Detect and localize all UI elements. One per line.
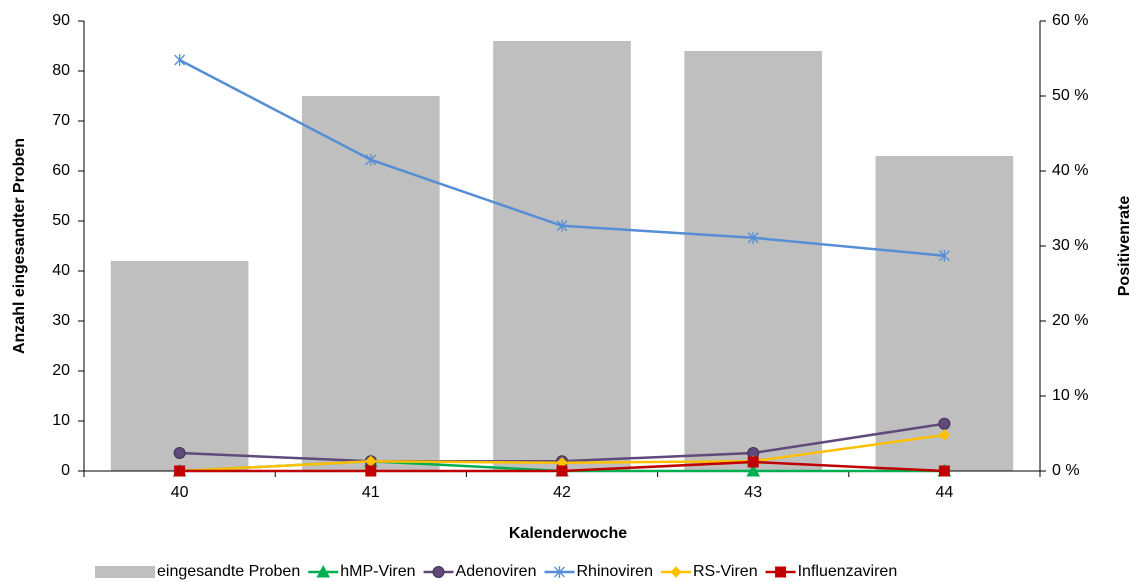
x-tick-label: 41 [362,484,380,501]
marker [556,465,568,477]
y2-tick-label: 0 % [1052,462,1080,479]
bar [301,96,440,471]
marker [173,447,186,459]
y-axis-title: Anzahl eingesandter Proben [11,138,28,354]
marker [174,465,186,477]
legend-item: hMP-Viren [308,563,416,580]
y2-tick-label: 20 % [1052,312,1088,329]
marker [554,566,565,578]
y-tick-label: 20 [52,362,70,379]
marker [938,429,951,441]
x-axis-title: Kalenderwoche [509,525,627,542]
y2-tick-label: 10 % [1052,387,1088,404]
legend-label: Rhinoviren [576,563,652,580]
marker [746,463,761,477]
marker [670,566,682,578]
marker [365,153,377,166]
legend-item: Influenzaviren [765,563,898,580]
y-tick-label: 10 [52,412,70,429]
x-tick-label: 44 [936,484,954,501]
marker [174,54,186,66]
x-tick-label: 40 [171,484,189,501]
legend-label: Adenoviren [456,563,537,580]
y-tick-label: 40 [52,262,70,279]
legend-item: Rhinoviren [544,563,653,580]
marker [747,456,759,468]
legend-item: RS-Viren [660,563,758,580]
y2-tick-label: 50 % [1052,87,1088,104]
y-tick-label: 70 [52,112,70,129]
y-tick-label: 60 [52,162,70,179]
marker [938,465,950,477]
marker [938,249,950,262]
legend-item: eingesandte Proben [95,563,300,580]
y2-axis-title: Positivenrate [1116,196,1133,297]
y-tick-label: 50 [52,212,70,229]
bar [493,41,631,471]
y2-tick-label: 60 % [1052,12,1088,29]
x-tick-label: 43 [744,484,762,501]
marker [432,566,445,578]
marker [938,417,951,430]
legend-label: hMP-Viren [340,563,415,580]
marker [747,231,759,244]
y-tick-label: 30 [52,312,70,329]
legend-item: Adenoviren [423,563,537,580]
marker [556,219,568,232]
marker [775,566,787,578]
x-tick-label: 42 [553,484,571,501]
y-tick-label: 90 [52,12,70,29]
y2-tick-label: 30 % [1052,237,1088,254]
legend-label: RS-Viren [693,563,758,580]
legend-label: Influenzaviren [798,563,898,580]
y-tick-label: 80 [52,62,70,79]
legend-swatch [95,566,155,578]
legend-label: eingesandte Proben [157,563,300,580]
marker [365,465,377,477]
y2-tick-label: 40 % [1052,162,1088,179]
bar [110,261,249,471]
y-tick-label: 0 [61,462,70,479]
bar [684,51,823,471]
marker [316,564,331,578]
